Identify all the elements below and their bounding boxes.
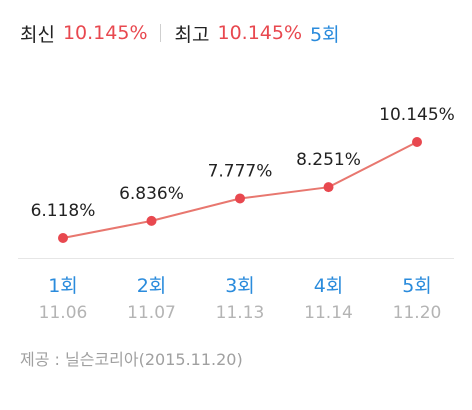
highest-value: 10.145% — [217, 22, 303, 44]
x-date-label: 11.13 — [216, 303, 265, 323]
x-date-label: 11.06 — [39, 303, 88, 323]
latest-value: 10.145% — [62, 22, 148, 44]
header-divider — [159, 24, 161, 42]
series-line — [62, 141, 418, 239]
x-tick-label: 4회 — [314, 275, 344, 297]
summary-header: 최신 10.145% 최고 10.145% 5회 — [20, 19, 340, 47]
chart-divider — [18, 258, 454, 259]
highest-round: 5회 — [310, 23, 340, 46]
x-tick-label: 2회 — [137, 275, 167, 297]
x-tick-label: 5회 — [402, 275, 432, 297]
x-tick-label: 1회 — [48, 275, 78, 297]
data-point — [235, 193, 245, 204]
data-label: 10.145% — [379, 105, 455, 125]
latest-label: 최신 — [20, 23, 55, 46]
x-date-label: 11.07 — [127, 303, 176, 323]
data-label: 8.251% — [296, 150, 361, 170]
x-date-label: 11.20 — [393, 303, 442, 323]
data-point — [323, 182, 334, 193]
data-label: 6.836% — [119, 184, 184, 204]
x-tick-label: 3회 — [225, 275, 255, 297]
data-point — [412, 137, 422, 147]
source-caption: 제공 : 닐슨코리아(2015.11.20) — [20, 350, 243, 369]
data-point — [146, 215, 157, 226]
highest-label: 최고 — [174, 23, 210, 46]
x-date-label: 11.14 — [304, 303, 353, 323]
data-point — [58, 233, 68, 243]
data-label: 7.777% — [208, 161, 273, 181]
data-label: 6.118% — [31, 201, 96, 221]
